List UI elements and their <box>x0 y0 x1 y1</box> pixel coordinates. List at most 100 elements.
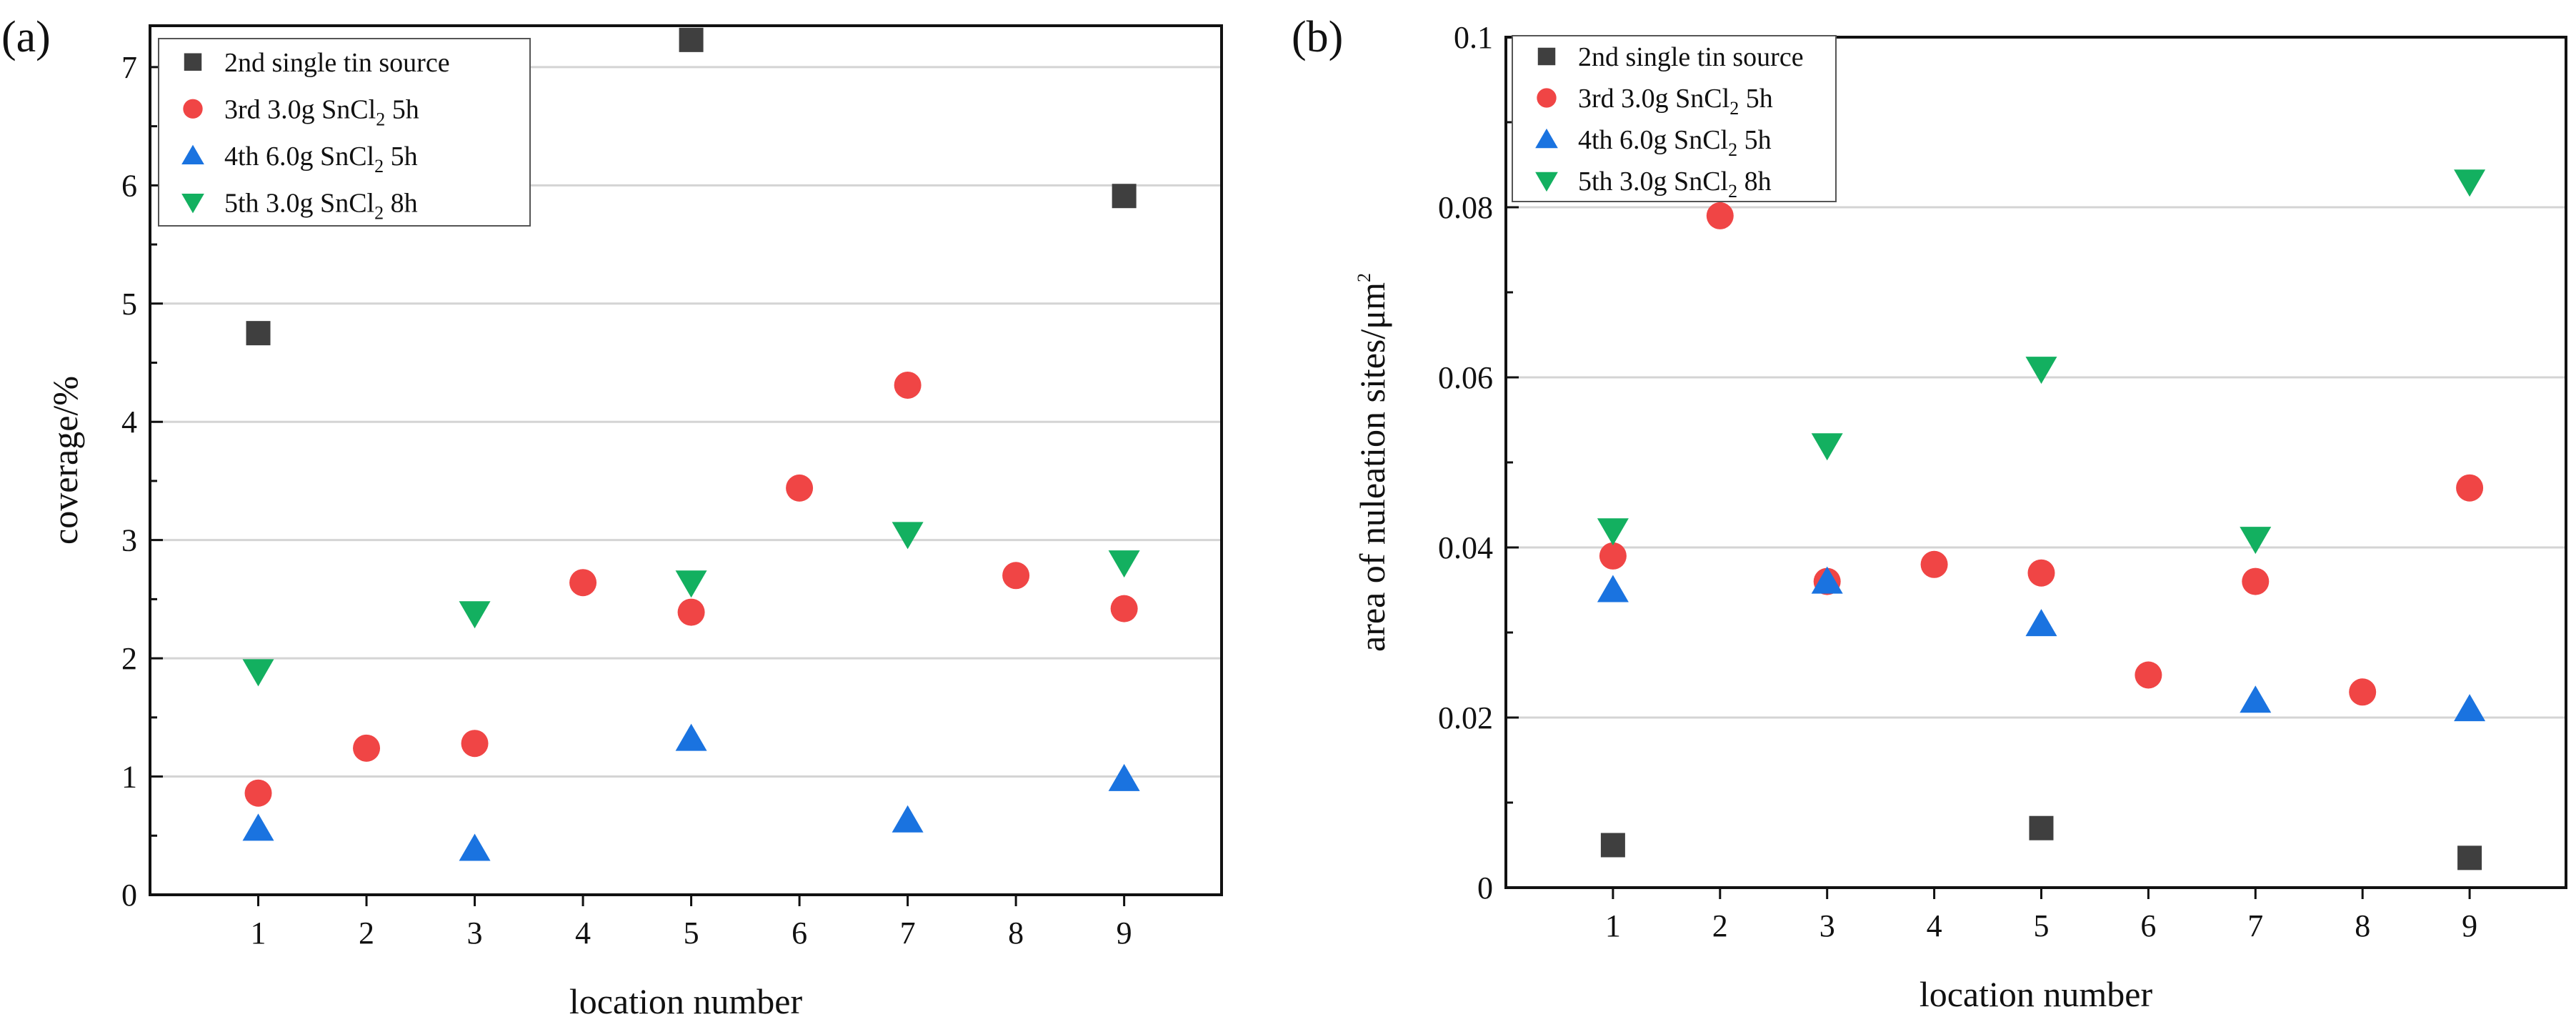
y-tick-label: 0 <box>121 878 137 913</box>
x-tick-label: 2 <box>1712 908 1728 943</box>
legend-label: 3rd 3.0g SnCl2 5h <box>1578 84 1773 119</box>
data-point <box>892 805 924 833</box>
data-point <box>2025 609 2057 637</box>
y-tick-label: 3 <box>121 523 137 558</box>
data-point <box>1600 833 1625 858</box>
data-point <box>2457 845 2482 870</box>
data-point <box>1706 202 1734 229</box>
data-point <box>675 570 707 598</box>
legend-marker <box>1537 47 1556 66</box>
data-point <box>459 833 491 861</box>
legend-label: 3rd 3.0g SnCl2 5h <box>224 94 419 129</box>
data-point <box>1002 562 1030 590</box>
y-tick-label: 4 <box>121 405 137 440</box>
data-point <box>679 27 704 52</box>
series-2 <box>244 371 1138 807</box>
data-point <box>2240 527 2272 555</box>
data-point <box>1811 566 1843 594</box>
legend-label: 2nd single tin source <box>1578 42 1804 72</box>
chart-nucleation-area: 0 0.02 0.04 0.06 0.08 0.1 1 2 3 4 5 6 7 8 9 location nu… <box>1292 13 2567 1014</box>
x-tick-label: 9 <box>1117 916 1132 951</box>
data-point <box>353 734 381 762</box>
data-point <box>2349 678 2377 706</box>
legend-box <box>158 38 531 227</box>
data-point <box>677 598 705 626</box>
data-point <box>2242 567 2270 595</box>
y-tick-label: 0 <box>1477 870 1493 906</box>
x-tick-label: 9 <box>2462 908 2477 943</box>
legend-label: 2nd single tin source <box>224 48 450 78</box>
data-point <box>894 371 922 399</box>
plot-frame <box>1504 36 2567 889</box>
x-tick-label: 6 <box>2140 908 2156 943</box>
y-tick-label: 0.1 <box>1454 20 1493 55</box>
y-tick-label: 6 <box>121 168 137 203</box>
legend-marker <box>1537 88 1557 108</box>
series-3 <box>1597 566 2486 722</box>
legend-label: 5th 3.0g SnCl2 8h <box>224 188 418 223</box>
x-tick-label: 1 <box>251 916 266 951</box>
data-point <box>2454 169 2486 197</box>
data-point <box>2135 661 2162 689</box>
x-tick-label: 8 <box>1008 916 1024 951</box>
y-tick-label: 0.02 <box>1438 700 1493 735</box>
legend-label: 4th 6.0g SnCl2 5h <box>1578 125 1772 160</box>
legend-marker <box>181 144 204 164</box>
legend: 2nd single tin source 3rd 3.0g SnCl2 5h 4t… <box>158 38 531 227</box>
x-axis-title: location number <box>1919 974 2153 1014</box>
data-point <box>569 569 597 597</box>
data-point <box>1920 550 1948 578</box>
y-tick-label: 0.04 <box>1438 530 1493 565</box>
data-point <box>1108 550 1140 578</box>
data-point <box>242 813 274 841</box>
y-tick-label: 0.06 <box>1438 360 1493 395</box>
x-tick-label: 5 <box>684 916 699 951</box>
x-tick-label: 3 <box>467 916 483 951</box>
x-tick-label: 8 <box>2355 908 2370 943</box>
series-4 <box>1597 169 2486 555</box>
series-2 <box>1599 202 2484 706</box>
data-point <box>892 522 924 550</box>
series-1 <box>246 27 1137 346</box>
y-tick-label: 7 <box>121 50 137 85</box>
x-tick-label: 7 <box>900 916 916 951</box>
data-point <box>1112 184 1137 209</box>
x-tick-label: 1 <box>1605 908 1621 943</box>
x-axis-title: location number <box>569 981 803 1021</box>
data-point <box>786 474 814 502</box>
data-point <box>1597 518 1629 546</box>
x-tick-label: 4 <box>575 916 591 951</box>
legend-box <box>1512 35 1837 202</box>
x-tick-label: 4 <box>1927 908 1942 943</box>
y-tick-label: 0.08 <box>1438 190 1493 225</box>
legend: 2nd single tin source 3rd 3.0g SnCl2 5h 4t… <box>1512 35 1837 202</box>
legend-label: 5th 3.0g SnCl2 8h <box>1578 167 1772 202</box>
x-tick-label: 6 <box>792 916 807 951</box>
data-point <box>1108 763 1140 791</box>
data-point <box>1597 575 1629 602</box>
y-tick-label: 5 <box>121 287 137 322</box>
x-tick-label: 7 <box>2247 908 2263 943</box>
legend-marker <box>184 53 202 71</box>
data-point <box>675 723 707 751</box>
legend-marker <box>181 194 204 214</box>
legend-label: 4th 6.0g SnCl2 5h <box>224 142 418 177</box>
y-axis-title: area of nuleation sites/μm2 <box>1352 273 1392 652</box>
legend-marker <box>183 99 203 119</box>
x-tick-label: 5 <box>2033 908 2049 943</box>
legend-marker <box>1535 172 1558 192</box>
data-point <box>2240 685 2272 713</box>
series-1 <box>1600 815 2482 870</box>
plot-frame <box>149 24 1223 896</box>
x-tick-label: 2 <box>359 916 374 951</box>
panel-label: (b) <box>1292 13 1343 61</box>
data-point <box>461 730 489 758</box>
data-point <box>2025 357 2057 384</box>
data-point <box>1811 433 1843 461</box>
chart-coverage: 0 1 2 3 4 5 6 7 1 2 3 4 5 6 7 8 9 location number coverage… <box>1 13 1223 1021</box>
data-point <box>246 321 271 346</box>
data-point <box>242 659 274 687</box>
data-point <box>2027 559 2055 587</box>
data-point <box>2029 815 2054 840</box>
